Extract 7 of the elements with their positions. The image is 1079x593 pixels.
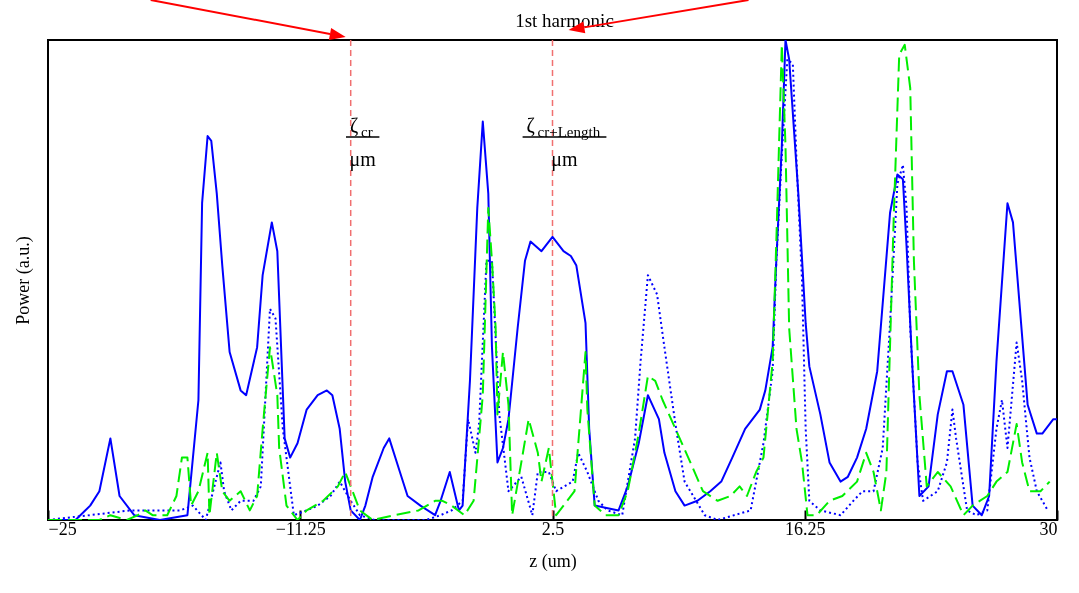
x-axis-title: z (um)	[529, 550, 577, 572]
x-tick-label: −11.25	[275, 518, 326, 539]
x-tick-label: 30	[1039, 518, 1058, 539]
x-tick-label: 16.25	[785, 518, 826, 539]
y-axis-title: Power (a.u.)	[12, 236, 34, 325]
x-tick-label: −25	[48, 518, 77, 539]
x-tick-label: 2.5	[541, 518, 565, 539]
